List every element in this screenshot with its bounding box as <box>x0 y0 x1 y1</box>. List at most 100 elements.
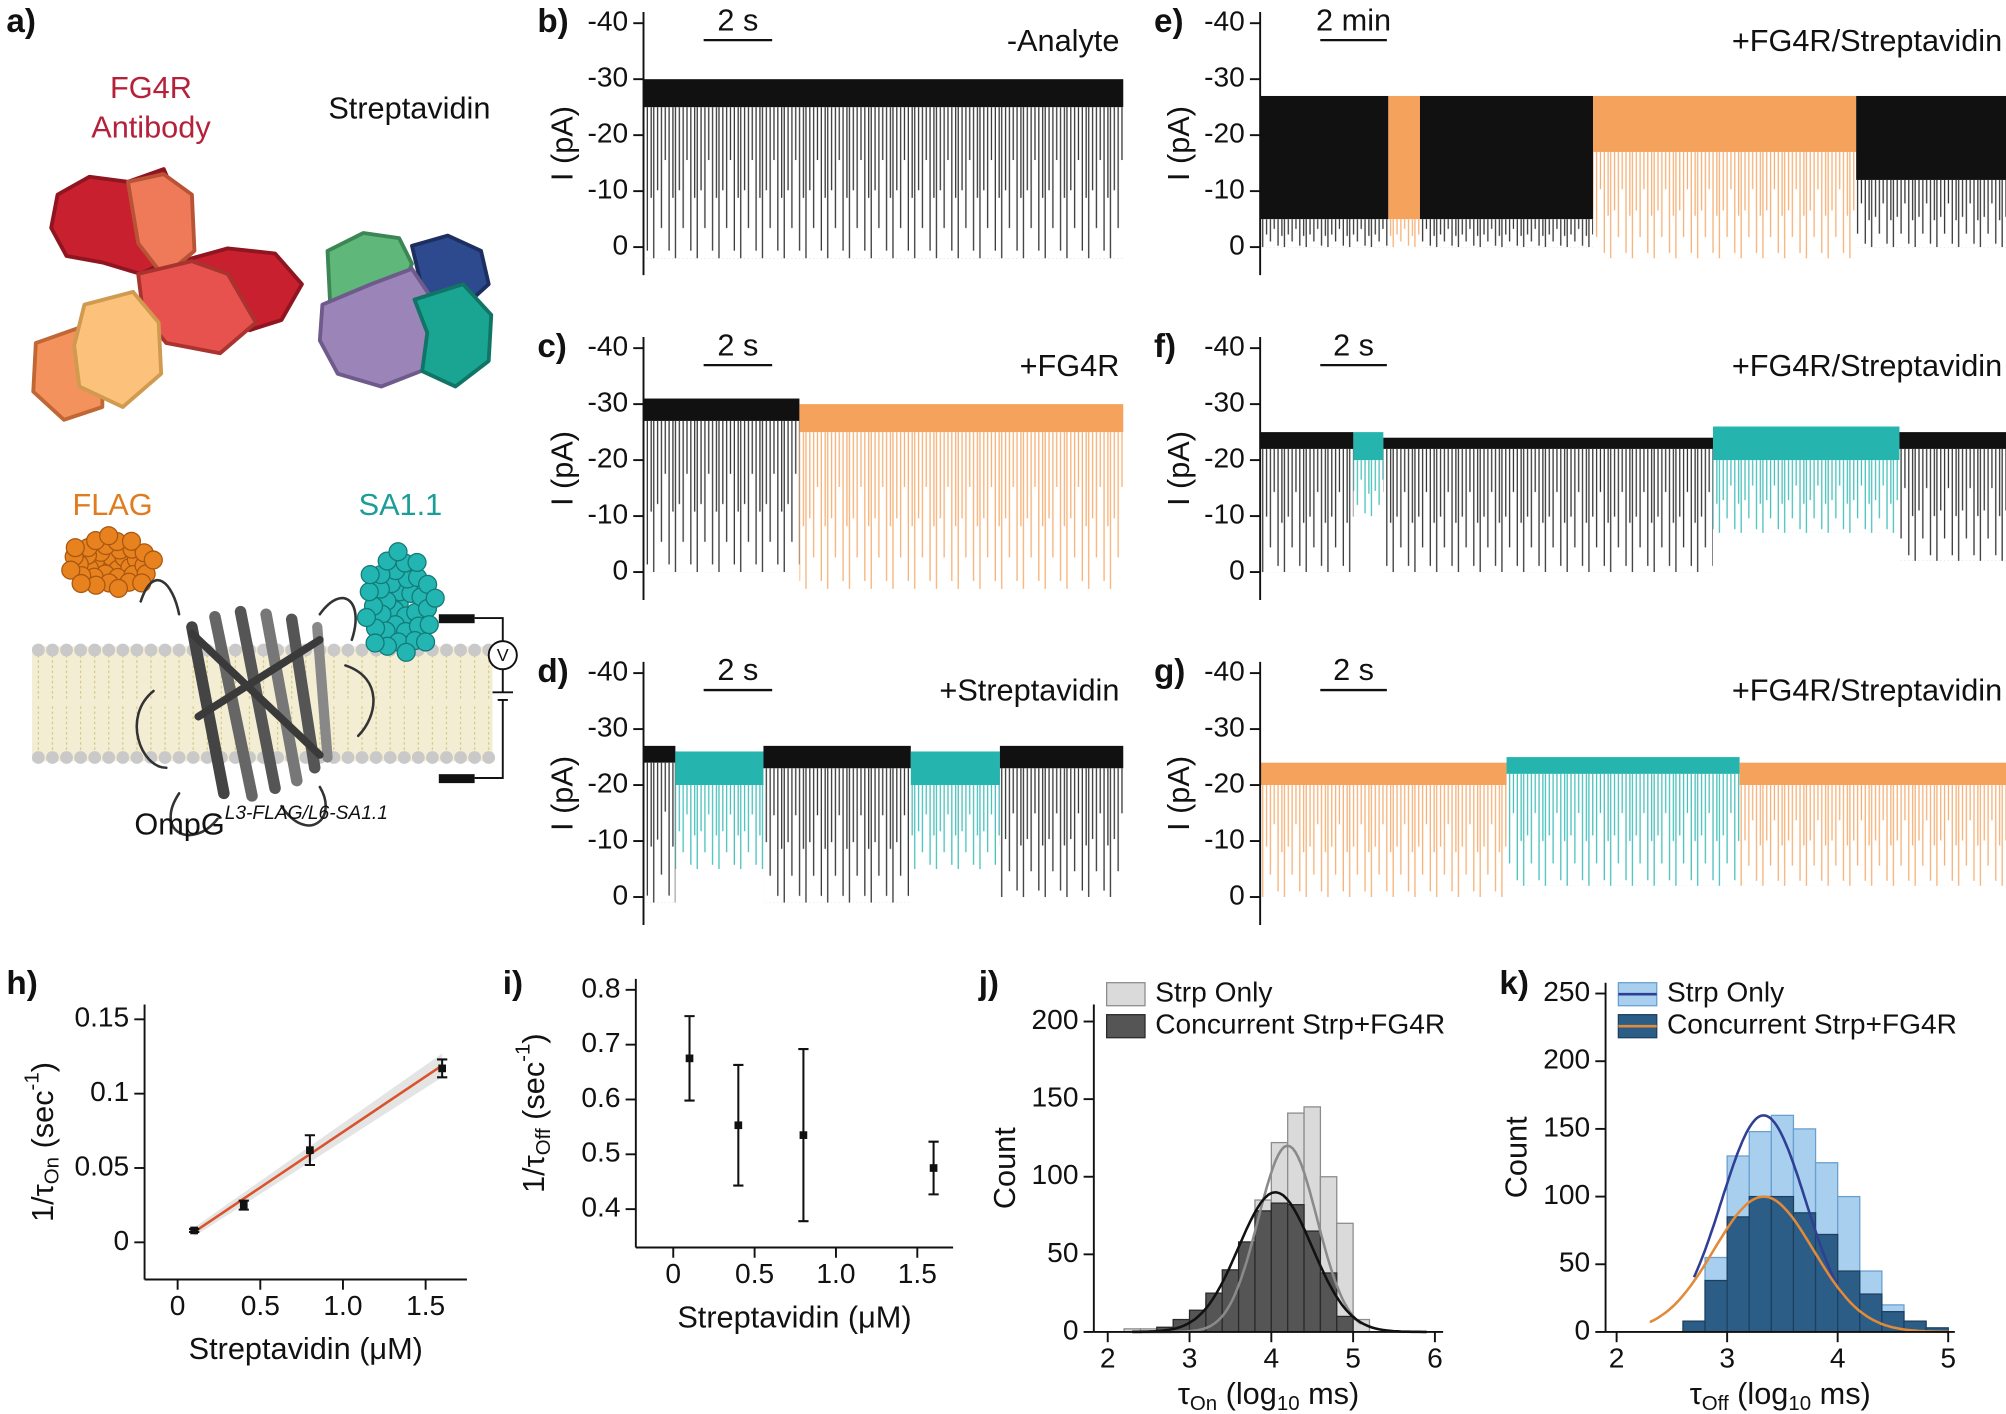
x-axis-label: τOff (log10 ms) <box>1690 1376 1871 1414</box>
y-tick-label: 200 <box>1543 1044 1590 1075</box>
sa-spheres <box>356 542 445 662</box>
y-axis-label-part: On <box>41 1157 64 1184</box>
trace-band <box>643 398 800 421</box>
x-tick-label: 1.0 <box>816 1258 855 1289</box>
x-axis-label: Streptavidin (μM) <box>189 1331 423 1366</box>
protein-label: OmpGL3-FLAG/L6-SA1.1 <box>134 803 388 842</box>
lipid-head <box>383 751 397 764</box>
y-axis-label: I (pA) <box>544 756 579 831</box>
trace-band <box>643 79 1124 108</box>
wire <box>474 617 504 779</box>
fit-band <box>194 1053 443 1237</box>
trace-spikes <box>643 107 1124 259</box>
sphere <box>360 565 380 585</box>
lipid-head <box>144 643 158 657</box>
scale-bar-label: 2 s <box>1333 652 1374 687</box>
lipid-head <box>369 751 383 764</box>
y-tick-label: 0.6 <box>581 1082 620 1113</box>
y-tick-label: -40 <box>587 656 628 687</box>
lipid-head <box>74 751 87 764</box>
x-tick-label: 1.5 <box>898 1258 937 1289</box>
bar <box>1770 1195 1795 1333</box>
panel-letter: i) <box>503 965 523 1002</box>
x-axis-label-part: 10 <box>1788 1392 1811 1414</box>
point <box>438 1064 446 1073</box>
y-tick-label: -40 <box>587 331 628 362</box>
point <box>190 1226 199 1235</box>
y-tick-label: -40 <box>1204 331 1245 362</box>
x-axis-label-part: τ <box>1178 1376 1190 1411</box>
lipid-head <box>454 643 467 657</box>
lipid-head <box>482 751 496 764</box>
legend-label: Strp Only <box>1667 977 1784 1008</box>
streptavidin-label: Streptavidin <box>328 90 490 125</box>
fit-curve <box>1692 1114 1845 1297</box>
trace-spikes <box>1712 460 1900 533</box>
bar <box>1336 1315 1354 1333</box>
antibody-shape <box>31 167 304 422</box>
y-tick-label: 50 <box>1559 1247 1590 1278</box>
panel-letter: e) <box>1154 3 1184 40</box>
x-axis-label: τOn (log10 ms) <box>1178 1376 1360 1414</box>
y-tick-label: -10 <box>587 823 628 854</box>
x-tick-label: 6 <box>1427 1343 1443 1374</box>
lipid-head <box>200 751 214 764</box>
trace-band <box>1856 95 2006 180</box>
lipid-head <box>31 751 45 764</box>
scale-bar-label: 2 min <box>1316 2 1391 37</box>
lipid-head <box>186 751 200 764</box>
lipid-head <box>102 751 116 764</box>
trace-band <box>1383 437 1713 449</box>
loop <box>135 578 375 837</box>
y-axis-label-part: ) <box>516 1033 551 1043</box>
y-tick-label: 0 <box>1229 230 1245 261</box>
lipid-head <box>144 751 158 764</box>
y-tick-label: -20 <box>587 767 628 798</box>
y-tick-label: -30 <box>587 387 628 418</box>
lipid-head <box>172 643 186 657</box>
panel-letter: a) <box>6 3 36 40</box>
y-tick-label: -30 <box>587 712 628 743</box>
sphere <box>65 538 85 558</box>
sphere <box>359 582 379 602</box>
trace-band <box>1260 95 1389 220</box>
x-tick-label: 1.0 <box>323 1290 362 1321</box>
y-axis-label-part: 1/τ <box>25 1184 60 1222</box>
trace-spikes <box>910 785 1000 870</box>
trace-band <box>675 751 764 786</box>
y-axis-label-part: (sec <box>516 1062 551 1128</box>
lipid-head <box>411 751 425 764</box>
antibody-label: Antibody <box>91 109 211 144</box>
trace-label: +FG4R/Streptavidin <box>1732 348 2002 383</box>
y-tick-label: 0 <box>612 230 628 261</box>
strand <box>260 608 303 787</box>
trace-spikes <box>1593 151 1857 259</box>
point <box>734 1121 743 1130</box>
panel-letter: d) <box>537 653 568 690</box>
x-axis-label-part: ms) <box>1811 1376 1871 1411</box>
lipid-head <box>172 751 186 764</box>
trace-band <box>1260 432 1354 449</box>
flag-label: FLAG <box>73 487 153 522</box>
lipid-head <box>468 643 482 657</box>
trace-band <box>1260 762 1507 786</box>
legend-swatch <box>1105 982 1146 1007</box>
scale-bar-label: 2 s <box>717 2 758 37</box>
y-axis-label-part: (sec <box>25 1090 60 1157</box>
fit-curve <box>1132 1190 1427 1334</box>
panel-letter: b) <box>537 3 568 40</box>
trace-band <box>999 745 1124 769</box>
sphere <box>407 552 427 573</box>
trace-spikes <box>1506 773 1740 886</box>
trace-spikes <box>643 420 800 573</box>
barrel <box>135 578 375 837</box>
y-axis-label: Count <box>1499 1116 1534 1198</box>
y-tick-label: 150 <box>1543 1111 1590 1142</box>
panel-letter: g) <box>1154 653 1185 690</box>
y-tick-label: -20 <box>1204 767 1245 798</box>
panel-letter: c) <box>537 328 567 365</box>
lipid-head <box>440 643 453 657</box>
x-axis-label-part: On <box>1190 1392 1217 1414</box>
trace-band <box>1353 432 1384 461</box>
